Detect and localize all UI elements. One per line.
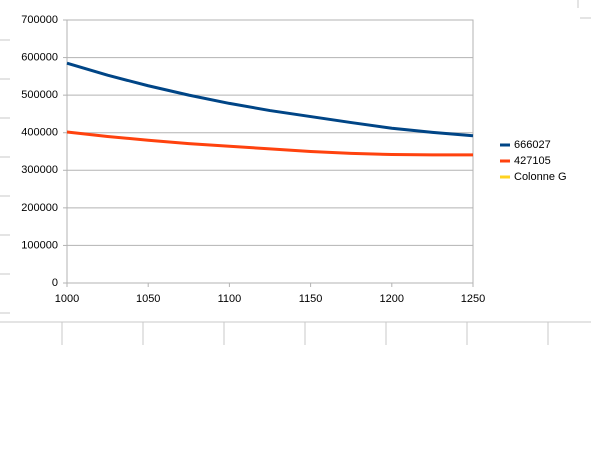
x-tick-label: 1100: [218, 293, 242, 305]
x-tick-label: 1050: [136, 293, 160, 305]
y-tick-label: 300000: [21, 164, 58, 176]
x-tick-label: 1250: [461, 293, 485, 305]
x-tick-label: 1150: [299, 293, 323, 305]
y-tick-label: 500000: [21, 89, 58, 101]
x-tick-label: 1200: [380, 293, 404, 305]
legend-label: 427105: [514, 155, 551, 167]
y-tick-label: 600000: [21, 51, 58, 63]
y-tick-label: 700000: [21, 14, 58, 26]
plot-frame: [66, 19, 474, 284]
legend-label: 666027: [514, 139, 551, 151]
spreadsheet-grid: [0, 0, 591, 345]
y-tick-label: 200000: [21, 202, 58, 214]
x-tick-label: 1000: [55, 293, 79, 305]
y-tick-label: 100000: [21, 239, 58, 251]
y-tick-label: 400000: [21, 127, 58, 139]
y-tick-label: 0: [52, 277, 58, 289]
series-line: [66, 61, 474, 138]
legend-label: Colonne G: [514, 171, 567, 183]
series-line: [66, 130, 473, 157]
